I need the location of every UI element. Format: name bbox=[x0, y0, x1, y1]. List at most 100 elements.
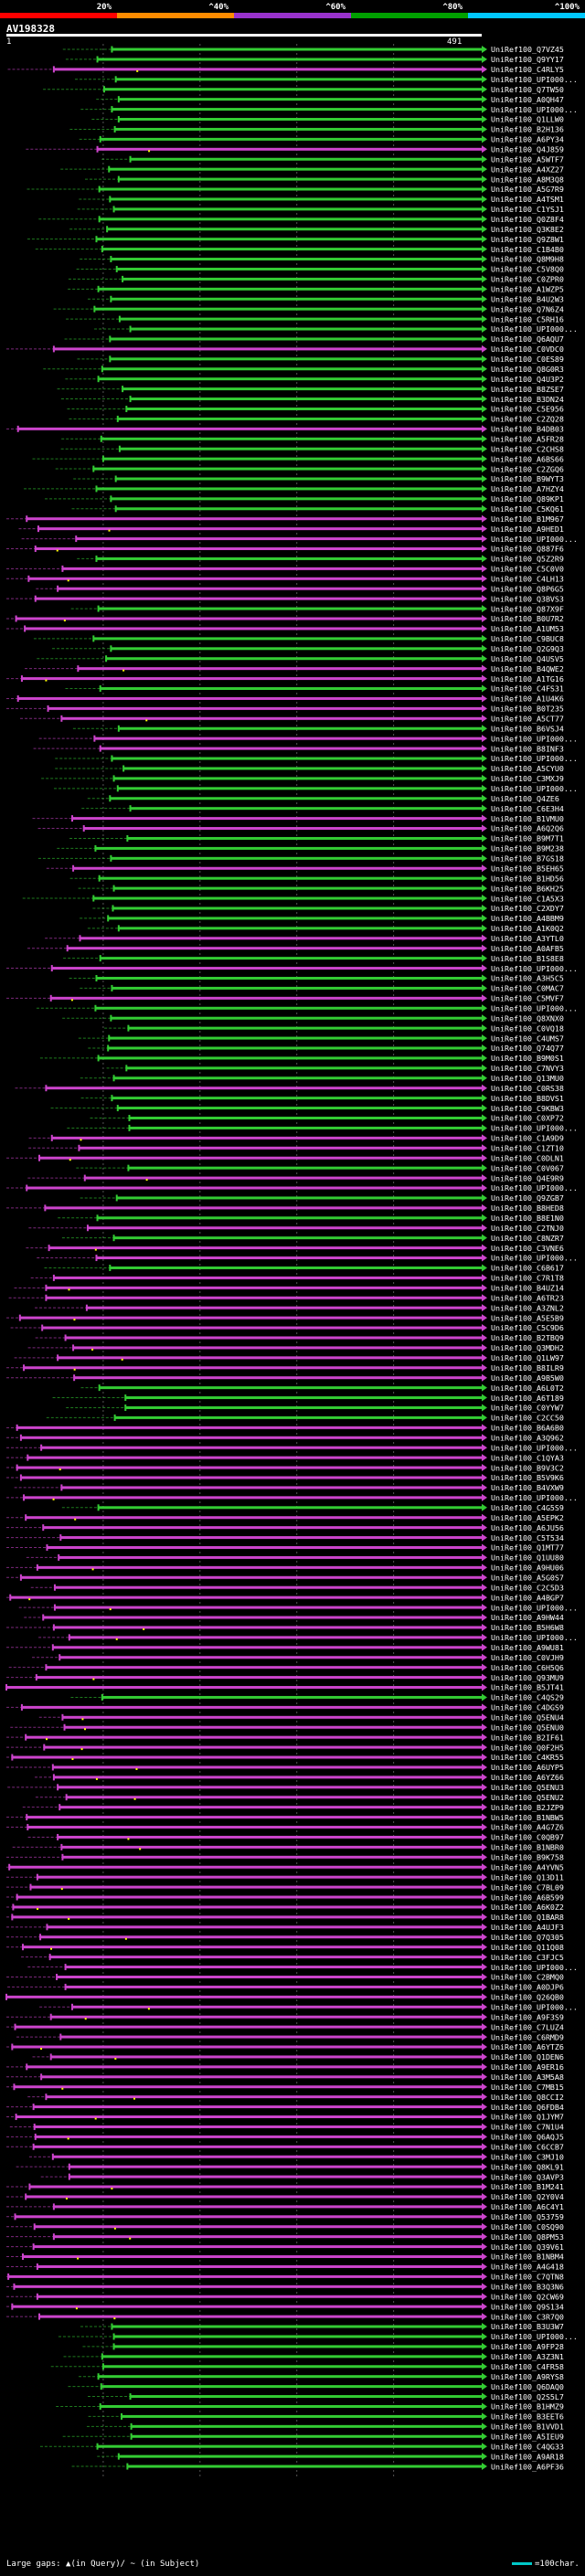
hit-bar[interactable] bbox=[83, 827, 483, 831]
hit-bar[interactable] bbox=[98, 2375, 483, 2379]
hit-bar[interactable] bbox=[52, 2155, 483, 2158]
hit-bar[interactable] bbox=[74, 1376, 482, 1380]
hit-bar[interactable] bbox=[78, 667, 483, 671]
hit-bar[interactable] bbox=[43, 1616, 483, 1619]
hit-bar[interactable] bbox=[34, 2225, 482, 2229]
hit-id-label[interactable]: UniRef100_A6JU56 bbox=[491, 1523, 564, 1532]
hit-id-label[interactable]: UniRef100_A5E5B9 bbox=[491, 1313, 564, 1322]
hit-id-label[interactable]: UniRef100_B2JZP9 bbox=[491, 1803, 564, 1812]
hit-bar[interactable] bbox=[111, 856, 483, 860]
hit-id-label[interactable]: UniRef100_A3M5A8 bbox=[491, 2072, 564, 2082]
hit-bar[interactable] bbox=[27, 1186, 482, 1190]
hit-bar[interactable] bbox=[51, 1136, 482, 1140]
hit-id-label[interactable]: UniRef100_A5FR28 bbox=[491, 434, 564, 443]
hit-id-label[interactable]: UniRef100_C2ZQ28 bbox=[491, 415, 564, 424]
hit-id-label[interactable]: UniRef100_A1UM53 bbox=[491, 624, 564, 633]
hit-id-label[interactable]: UniRef100_Q887F6 bbox=[491, 545, 564, 554]
hit-bar[interactable] bbox=[84, 1176, 482, 1180]
hit-bar[interactable] bbox=[52, 1646, 483, 1649]
hit-id-label[interactable]: UniRef100_A4BGP7 bbox=[491, 1593, 564, 1602]
hit-id-label[interactable]: UniRef100_Q1BAR8 bbox=[491, 1913, 564, 1922]
hit-id-label[interactable]: UniRef100_Q5ENU0 bbox=[491, 1723, 564, 1732]
hit-bar[interactable] bbox=[106, 657, 483, 661]
hit-bar[interactable] bbox=[118, 927, 482, 930]
hit-id-label[interactable]: UniRef100_B8ZSE7 bbox=[491, 385, 564, 394]
hit-bar[interactable] bbox=[19, 1316, 483, 1320]
hit-bar[interactable] bbox=[47, 1546, 482, 1549]
hit-bar[interactable] bbox=[46, 1296, 482, 1299]
hit-id-label[interactable]: UniRef100_B1VMU0 bbox=[491, 814, 564, 823]
hit-bar[interactable] bbox=[112, 986, 483, 990]
hit-bar[interactable] bbox=[20, 1575, 482, 1579]
hit-id-label[interactable]: UniRef100_Q4U3P2 bbox=[491, 375, 564, 384]
hit-id-label[interactable]: UniRef100_B9M238 bbox=[491, 844, 564, 853]
hit-bar[interactable] bbox=[116, 267, 482, 270]
hit-bar[interactable] bbox=[95, 1006, 482, 1010]
hit-bar[interactable] bbox=[60, 2035, 483, 2039]
hit-bar[interactable] bbox=[50, 2055, 482, 2059]
hit-id-label[interactable]: UniRef100_C6B617 bbox=[491, 1264, 564, 1273]
hit-id-label[interactable]: UniRef100_C6E3H4 bbox=[491, 804, 564, 813]
hit-bar[interactable] bbox=[50, 996, 482, 1000]
hit-bar[interactable] bbox=[111, 497, 483, 501]
hit-id-label[interactable]: UniRef100_A1K0Q2 bbox=[491, 924, 564, 933]
hit-bar[interactable] bbox=[53, 1776, 482, 1779]
hit-bar[interactable] bbox=[58, 1356, 483, 1360]
hit-id-label[interactable]: UniRef100_Q7VZ45 bbox=[491, 45, 564, 54]
hit-bar[interactable] bbox=[99, 187, 483, 191]
hit-bar[interactable] bbox=[117, 417, 482, 420]
hit-id-label[interactable]: UniRef100_B6KH25 bbox=[491, 884, 564, 893]
hit-bar[interactable] bbox=[17, 696, 482, 700]
hit-bar[interactable] bbox=[37, 2264, 483, 2268]
hit-bar[interactable] bbox=[14, 2085, 483, 2089]
hit-id-label[interactable]: UniRef100_A9FP28 bbox=[491, 2342, 564, 2351]
hit-id-label[interactable]: UniRef100_A3Z3N1 bbox=[491, 2352, 564, 2361]
hit-id-label[interactable]: UniRef100_Q1MT77 bbox=[491, 1543, 564, 1553]
hit-bar[interactable] bbox=[109, 167, 483, 171]
hit-id-label[interactable]: UniRef100_Q1UU80 bbox=[491, 1553, 564, 1563]
hit-bar[interactable] bbox=[113, 1236, 483, 1240]
hit-bar[interactable] bbox=[118, 177, 482, 181]
hit-bar[interactable] bbox=[110, 1266, 482, 1269]
hit-id-label[interactable]: UniRef100_A4XZ27 bbox=[491, 164, 564, 174]
hit-bar[interactable] bbox=[93, 896, 483, 900]
hit-bar[interactable] bbox=[61, 716, 482, 720]
hit-id-label[interactable]: UniRef100_C0VDC0 bbox=[491, 345, 564, 354]
hit-bar[interactable] bbox=[130, 157, 483, 161]
hit-bar[interactable] bbox=[127, 836, 483, 840]
hit-bar[interactable] bbox=[27, 1816, 482, 1819]
hit-bar[interactable] bbox=[110, 337, 482, 341]
hit-id-label[interactable]: UniRef100_B9K758 bbox=[491, 1853, 564, 1862]
hit-id-label[interactable]: UniRef100_Q2Y0V4 bbox=[491, 2192, 564, 2201]
hit-bar[interactable] bbox=[28, 577, 482, 580]
hit-id-label[interactable]: UniRef100_C0QB97 bbox=[491, 1833, 564, 1842]
hit-id-label[interactable]: UniRef100_Q2G9Q3 bbox=[491, 644, 564, 653]
hit-id-label[interactable]: UniRef100_Q4J859 bbox=[491, 145, 564, 154]
hit-bar[interactable] bbox=[29, 2185, 483, 2189]
hit-id-label[interactable]: UniRef100_Q4E9R9 bbox=[491, 1173, 564, 1182]
hit-id-label[interactable]: UniRef100_UPI000... bbox=[491, 75, 578, 84]
hit-id-label[interactable]: UniRef100_B3Q3N6 bbox=[491, 2283, 564, 2292]
hit-id-label[interactable]: UniRef100_B8DVS1 bbox=[491, 1094, 564, 1103]
hit-bar[interactable] bbox=[67, 947, 482, 950]
hit-id-label[interactable]: UniRef100_Q13MU0 bbox=[491, 1074, 564, 1083]
hit-id-label[interactable]: UniRef100_C1B4B0 bbox=[491, 245, 564, 254]
hit-bar[interactable] bbox=[101, 437, 483, 440]
hit-id-label[interactable]: UniRef100_A9HU06 bbox=[491, 1564, 564, 1573]
hit-bar[interactable] bbox=[95, 846, 482, 850]
hit-id-label[interactable]: UniRef100_A9WU81 bbox=[491, 1643, 564, 1652]
hit-id-label[interactable]: UniRef100_B2H136 bbox=[491, 125, 564, 134]
hit-id-label[interactable]: UniRef100_B6A6B0 bbox=[491, 1424, 564, 1433]
hit-id-label[interactable]: UniRef100_B2TBQ9 bbox=[491, 1333, 564, 1342]
hit-bar[interactable] bbox=[24, 1496, 482, 1500]
hit-id-label[interactable]: UniRef100_A4G418 bbox=[491, 2263, 564, 2272]
hit-bar[interactable] bbox=[98, 287, 483, 291]
hit-bar[interactable] bbox=[96, 238, 483, 241]
hit-bar[interactable] bbox=[96, 1256, 483, 1260]
hit-id-label[interactable]: UniRef100_UPI000... bbox=[491, 1603, 578, 1612]
hit-id-label[interactable]: UniRef100_B1NBM4 bbox=[491, 2253, 564, 2262]
hit-bar[interactable] bbox=[53, 2205, 482, 2209]
hit-bar[interactable] bbox=[16, 617, 482, 620]
hit-id-label[interactable]: UniRef100_A6BS66 bbox=[491, 454, 564, 463]
hit-id-label[interactable]: UniRef100_C0YYW7 bbox=[491, 1404, 564, 1413]
